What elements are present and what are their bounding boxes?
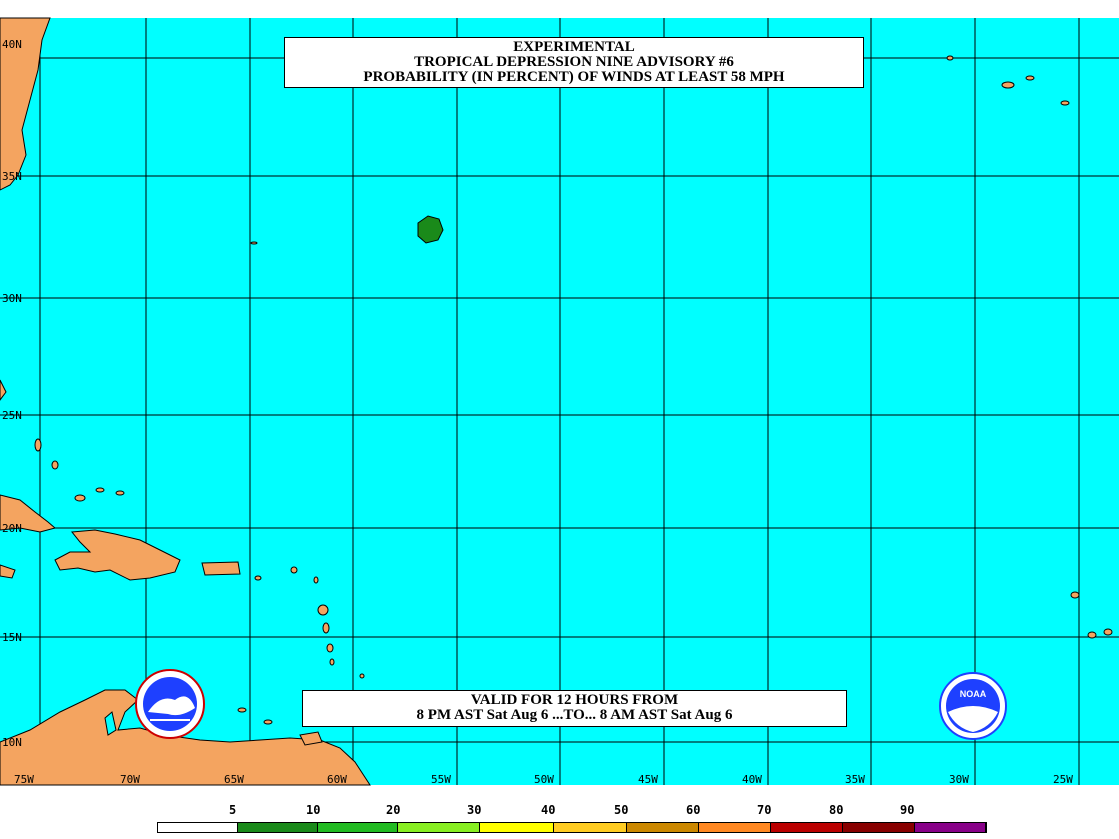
bahamas-island — [74, 494, 86, 502]
legend-swatch — [318, 823, 398, 832]
legend-swatch — [699, 823, 771, 832]
abc-island — [263, 719, 273, 725]
valid-line-2: 8 PM AST Sat Aug 6 ...TO... 8 AM AST Sat… — [416, 707, 733, 723]
abc-island — [237, 707, 247, 713]
lon-label: 70W — [120, 773, 140, 786]
antilles-island — [329, 658, 335, 666]
lon-label: 75W — [14, 773, 34, 786]
legend-swatch — [480, 823, 554, 832]
lon-label: 30W — [949, 773, 969, 786]
cape-verde — [1103, 628, 1113, 636]
legend-label: 40 — [541, 803, 556, 817]
legend-swatch — [627, 823, 699, 832]
legend-label: 20 — [386, 803, 401, 817]
legend-swatch — [398, 823, 480, 832]
lat-label: 25N — [2, 409, 22, 422]
lon-label: 50W — [534, 773, 554, 786]
azores — [1060, 100, 1070, 106]
us-east-coast — [0, 17, 51, 191]
legend-label: 10 — [306, 803, 321, 817]
antilles-island — [290, 566, 298, 574]
lat-label: 30N — [2, 292, 22, 305]
svg-text:NOAA: NOAA — [960, 689, 987, 699]
bermuda — [250, 241, 258, 245]
lat-label: 15N — [2, 631, 22, 644]
lat-label: 20N — [2, 522, 22, 535]
lat-label: 35N — [2, 170, 22, 183]
hispaniola — [54, 529, 181, 581]
title-line-3: PROBABILITY (IN PERCENT) OF WINDS AT LEA… — [363, 69, 785, 85]
lon-label: 65W — [224, 773, 244, 786]
land — [0, 17, 371, 786]
noaa-logo: NOAA — [939, 672, 1007, 740]
legend-color-bar — [157, 822, 987, 833]
florida — [0, 379, 7, 401]
antilles-island — [359, 673, 365, 679]
azores — [1025, 75, 1035, 81]
trinidad — [299, 731, 323, 746]
lat-label: 10N — [2, 736, 22, 749]
puerto-rico — [201, 561, 241, 576]
azores — [946, 55, 954, 61]
title-line-2: TROPICAL DEPRESSION NINE ADVISORY #6 — [414, 54, 734, 70]
small-islands — [34, 55, 1113, 725]
antilles-island — [326, 643, 334, 653]
valid-period-box: VALID FOR 12 HOURS FROM 8 PM AST Sat Aug… — [302, 690, 847, 727]
lon-label: 55W — [431, 773, 451, 786]
legend-label: 70 — [757, 803, 772, 817]
lon-label: 40W — [742, 773, 762, 786]
grid — [0, 18, 1119, 785]
lon-label: 45W — [638, 773, 658, 786]
lake-maracaibo — [104, 711, 117, 736]
nws-logo — [135, 669, 205, 739]
bahamas-island — [95, 487, 105, 493]
lon-label: 60W — [327, 773, 347, 786]
antilles-island — [254, 575, 262, 581]
antilles-island — [317, 604, 329, 616]
lon-label: 25W — [1053, 773, 1073, 786]
bahamas-island — [51, 460, 59, 470]
lat-label: 40N — [2, 38, 22, 51]
cuba-west — [0, 494, 57, 533]
valid-line-1: VALID FOR 12 HOURS FROM — [470, 692, 679, 708]
legend-label: 30 — [467, 803, 482, 817]
legend-swatch — [843, 823, 915, 832]
bahamas-island — [115, 490, 125, 496]
probability-area-5-10 — [417, 215, 444, 244]
azores — [1001, 81, 1015, 89]
legend-swatch — [238, 823, 318, 832]
bahamas-island — [34, 438, 42, 452]
legend-label: 60 — [686, 803, 701, 817]
jamaica-area — [0, 564, 16, 579]
legend-swatch — [554, 823, 627, 832]
cape-verde — [1070, 591, 1080, 599]
antilles-island — [322, 622, 330, 634]
legend-label: 90 — [900, 803, 915, 817]
legend-label: 80 — [829, 803, 844, 817]
legend-label: 5 — [229, 803, 237, 817]
lon-label: 35W — [845, 773, 865, 786]
map-title-box: EXPERIMENTAL TROPICAL DEPRESSION NINE AD… — [284, 37, 864, 88]
cape-verde — [1087, 631, 1097, 639]
map-canvas: NOAA — [0, 17, 1119, 786]
legend-swatch — [915, 823, 986, 832]
title-line-1: EXPERIMENTAL — [513, 39, 635, 55]
legend-label: 50 — [614, 803, 629, 817]
legend-swatch — [771, 823, 843, 832]
legend-swatch — [158, 823, 238, 832]
antilles-island — [313, 576, 319, 584]
